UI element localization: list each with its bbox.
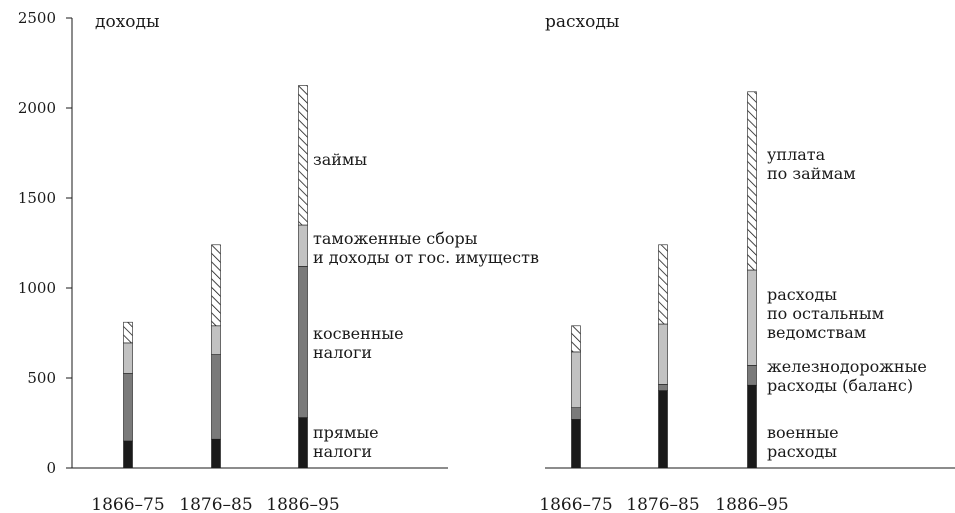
x-tick-label: 1886–95 xyxy=(266,495,339,513)
legend-label: займы xyxy=(313,150,367,169)
legend-label-line: уплата xyxy=(767,145,826,164)
legend-label: железнодорожные расходы (баланс) xyxy=(767,357,927,395)
legend-label: уплата по займам xyxy=(767,145,856,183)
legend-income: займы таможенные сборы и доходы от гос. им… xyxy=(313,150,539,461)
x-tick-label: 1866–75 xyxy=(539,495,612,513)
y-tick-label: 2000 xyxy=(18,99,56,117)
bar-segment-косвенные-налоги xyxy=(298,266,308,418)
bar-segment-займы xyxy=(123,321,133,344)
y-tick-label: 500 xyxy=(27,369,56,387)
legend-label: таможенные сборы и доходы от гос. имущест… xyxy=(313,229,539,267)
bar-segment-таможенные-сборы-и-доходы-от-гос-имуществ xyxy=(123,342,133,374)
legend-label-line: военные xyxy=(767,423,839,442)
x-tick-label: 1886–95 xyxy=(715,495,788,513)
bar-segment-косвенные-налоги xyxy=(123,373,133,442)
x-tick-label: 1876–85 xyxy=(179,495,252,513)
panel-income: доходы 0 500 1000 1500 2000 2500 1866–75 1876–… xyxy=(18,9,539,513)
legend-label-line: расходы xyxy=(767,442,837,461)
bar-segment-военные-расходы xyxy=(571,419,581,469)
legend-label-line: таможенные сборы xyxy=(313,229,478,248)
bar-segment-уплата-по-займам xyxy=(571,325,581,353)
legend-label: косвенные налоги xyxy=(313,324,404,362)
legend-label-line: железнодорожные xyxy=(767,357,927,376)
bar-segment-займы xyxy=(211,244,221,327)
legend-label-line: по остальным xyxy=(767,304,884,323)
bar-segment-железнодорожные-расходы-баланс xyxy=(747,365,757,386)
bar-segment-железнодорожные-расходы-баланс xyxy=(658,383,668,391)
x-labels-expenses: 1866–75 1876–85 1886–95 xyxy=(539,495,788,513)
bar-segment-займы xyxy=(298,85,308,226)
legend-label-line: по займам xyxy=(767,164,856,183)
legend-label-line: и доходы от гос. имуществ xyxy=(313,248,539,267)
bar-segment-таможенные-сборы-и-доходы-от-гос-имуществ xyxy=(211,325,221,355)
bar-segment-военные-расходы xyxy=(747,384,757,469)
bar-segment-расходы-по-остальным-ведомствам xyxy=(571,351,581,408)
bar-segment-прямые-налоги xyxy=(211,438,221,469)
bar-segment-таможенные-сборы-и-доходы-от-гос-имуществ xyxy=(298,224,308,267)
bar-segment-расходы-по-остальным-ведомствам xyxy=(747,269,757,366)
legend-label-line: налоги xyxy=(313,343,372,362)
bar-segment-косвенные-налоги xyxy=(211,354,221,440)
bar-segment-уплата-по-займам xyxy=(747,91,757,271)
x-tick-label: 1866–75 xyxy=(91,495,164,513)
panel-title-expenses: расходы xyxy=(545,12,619,32)
x-tick-label: 1876–85 xyxy=(626,495,699,513)
bar-segment-расходы-по-остальным-ведомствам xyxy=(658,323,668,385)
bar-segment-военные-расходы xyxy=(658,390,668,469)
legend-label-line: прямые xyxy=(313,423,379,442)
legend-label-line: расходы (баланс) xyxy=(767,376,913,395)
panel-title-income: доходы xyxy=(95,12,160,32)
y-tick-label: 0 xyxy=(46,459,56,477)
legend-label-line: расходы xyxy=(767,285,837,304)
legend-label: военные расходы xyxy=(767,423,839,461)
bars-income xyxy=(123,85,308,469)
legend-label-line: займы xyxy=(313,150,367,169)
bar-segment-прямые-налоги xyxy=(298,417,308,469)
legend-label-line: ведомствам xyxy=(767,323,866,342)
bar-segment-железнодорожные-расходы-баланс xyxy=(571,407,581,420)
y-tick-label: 1000 xyxy=(18,279,56,297)
legend-label-line: косвенные xyxy=(313,324,404,343)
y-tick-label: 2500 xyxy=(18,9,56,27)
y-ticks: 0 500 1000 1500 2000 2500 xyxy=(18,9,72,477)
bar-segment-прямые-налоги xyxy=(123,440,133,469)
bar-segment-уплата-по-займам xyxy=(658,244,668,325)
legend-label: прямые налоги xyxy=(313,423,379,461)
panel-expenses: расходы 1866–75 1876–85 1886–95 уплата по з… xyxy=(539,12,955,513)
legend-label-line: налоги xyxy=(313,442,372,461)
legend-label: расходы по остальным ведомствам xyxy=(767,285,884,342)
y-tick-label: 1500 xyxy=(18,189,56,207)
x-labels-income: 1866–75 1876–85 1886–95 xyxy=(91,495,339,513)
bars-expenses xyxy=(571,91,757,469)
